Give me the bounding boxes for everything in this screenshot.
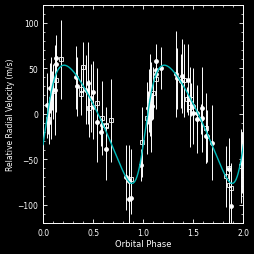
Y-axis label: Relative Radial Velocity (m/s): Relative Radial Velocity (m/s)	[6, 58, 14, 170]
X-axis label: Orbital Phase: Orbital Phase	[115, 240, 171, 248]
